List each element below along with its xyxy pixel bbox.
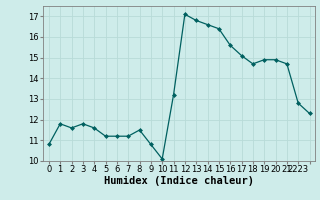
X-axis label: Humidex (Indice chaleur): Humidex (Indice chaleur) bbox=[104, 176, 254, 186]
